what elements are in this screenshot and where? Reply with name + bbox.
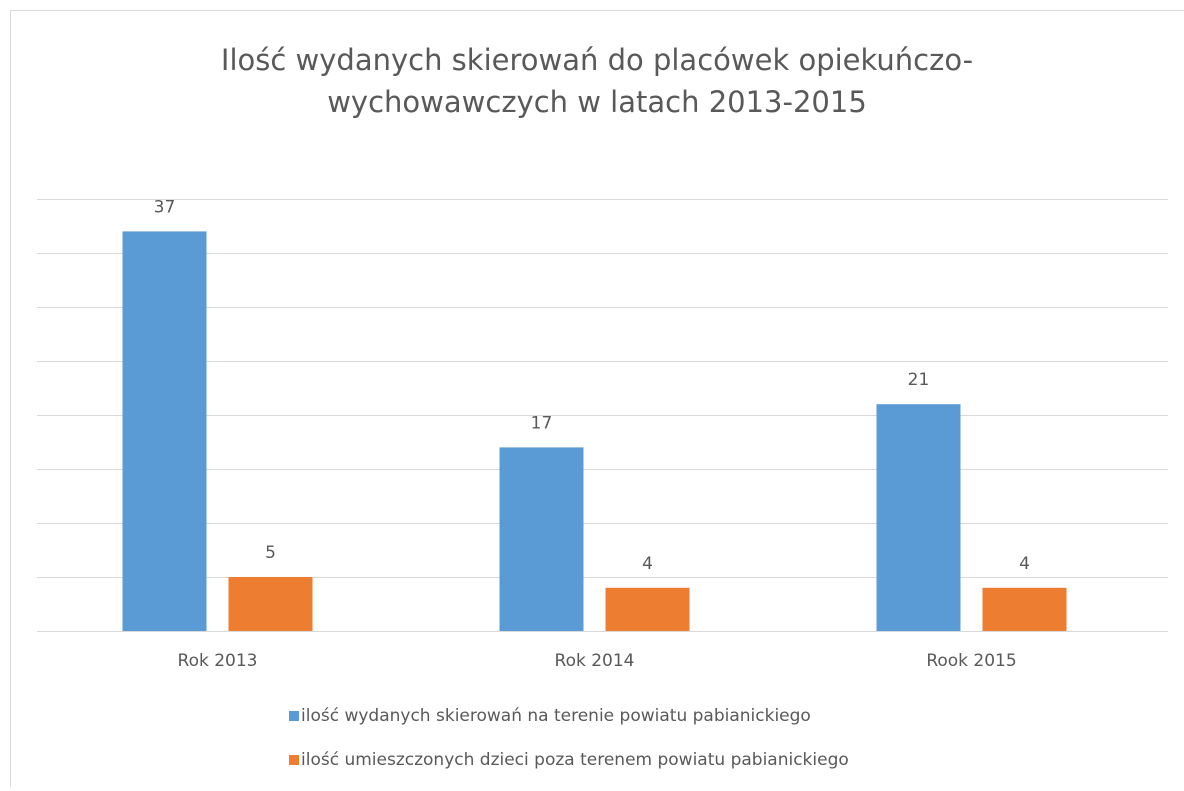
bar [877,404,961,631]
bar [606,588,690,631]
bar [123,231,207,631]
x-tick-label: Rook 2015 [926,651,1016,671]
data-label: 21 [908,370,930,390]
data-label: 4 [642,554,653,574]
data-label: 37 [154,197,176,217]
bar [229,577,313,631]
bar [500,447,584,631]
data-label: 17 [531,413,553,433]
legend-label: ilość wydanych skierowań na terenie powi… [301,706,811,726]
chart-title: wychowawczych w latach 2013-2015 [327,85,867,119]
chart-title: Ilość wydanych skierowań do placówek opi… [221,43,973,77]
data-label: 5 [265,543,276,563]
x-tick-label: Rok 2013 [178,651,258,671]
legend-swatch [289,755,299,765]
x-tick-label: Rok 2014 [555,651,635,671]
legend-label: ilość umieszczonych dzieci poza terenem … [301,750,849,770]
legend-swatch [289,711,299,721]
data-label: 4 [1019,554,1030,574]
bar [983,588,1067,631]
